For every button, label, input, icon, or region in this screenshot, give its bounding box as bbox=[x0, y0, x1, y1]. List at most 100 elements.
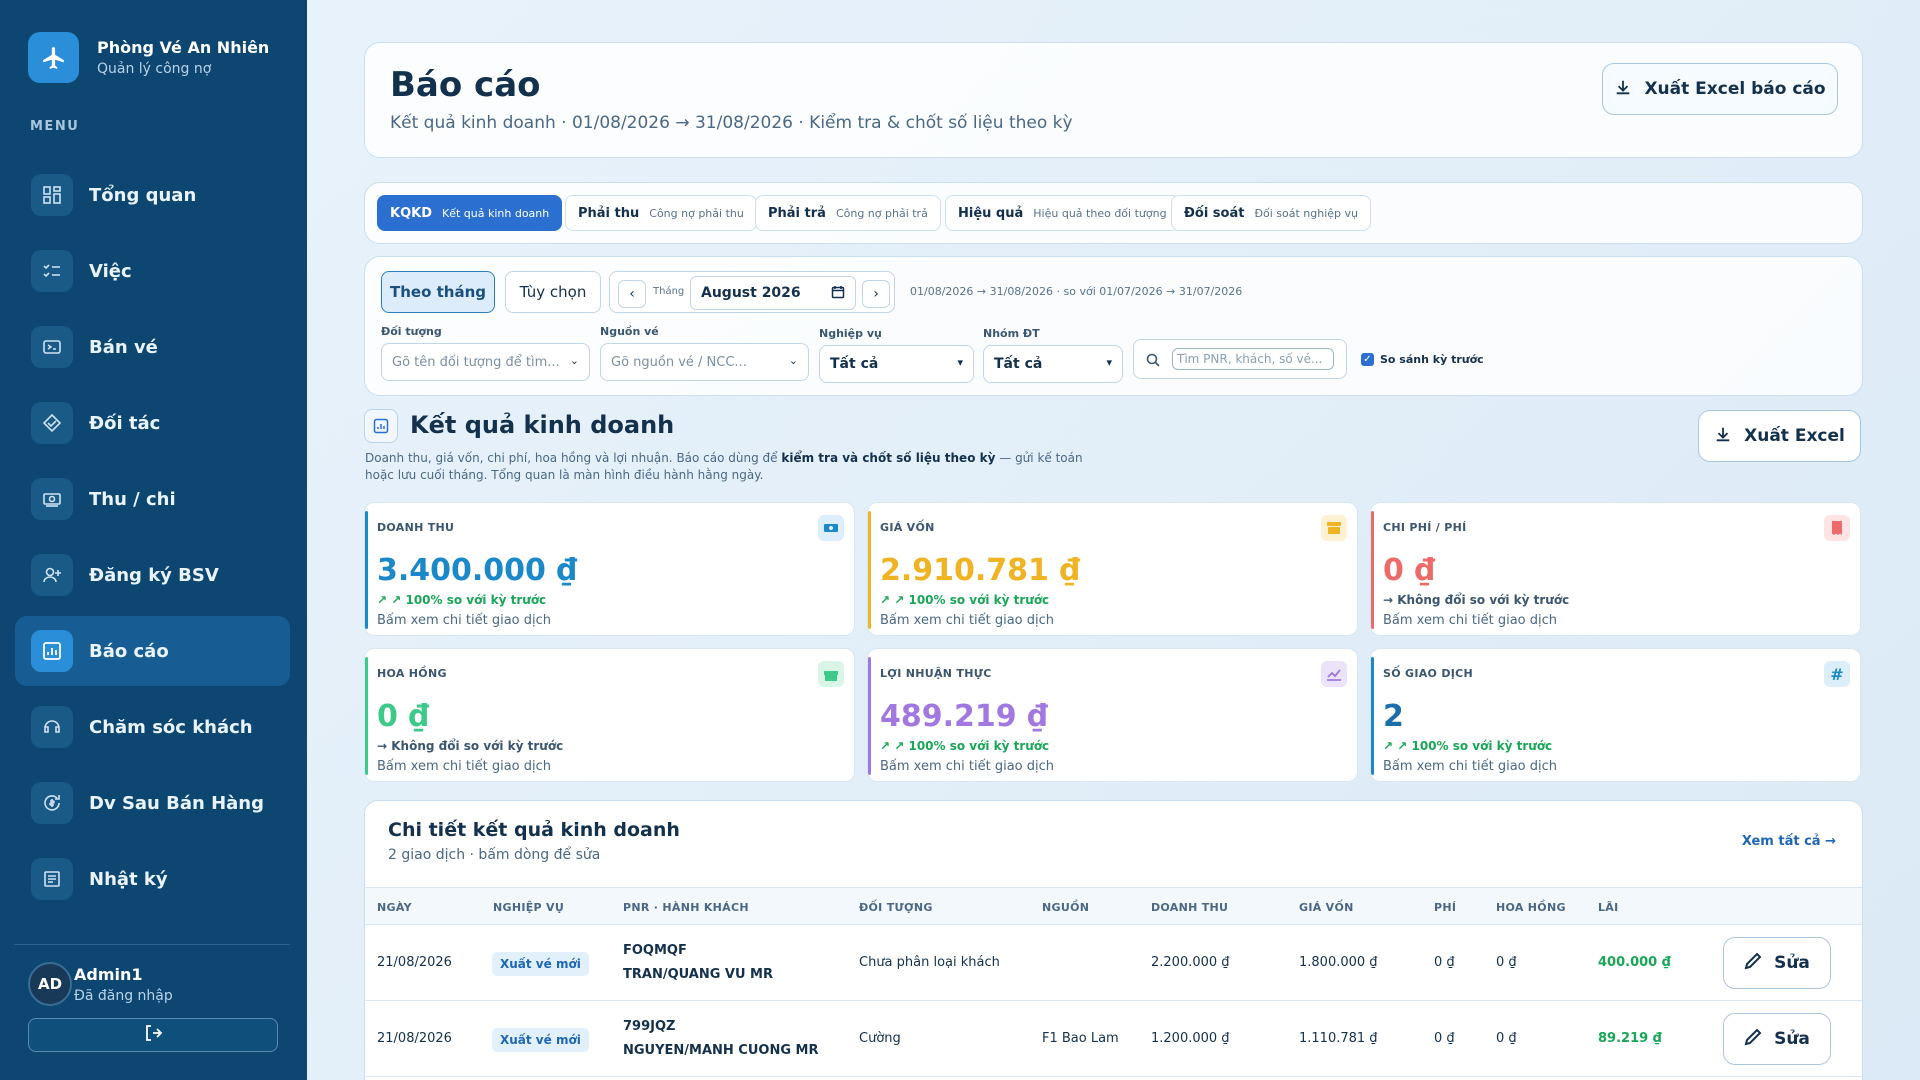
kpi-accent bbox=[365, 657, 368, 775]
plane-icon bbox=[28, 32, 79, 83]
sidebar-nav: Tổng quan Việc Bán vé Đối tác Thu / chi … bbox=[15, 160, 290, 920]
calendar-icon bbox=[831, 285, 845, 303]
search-icon bbox=[1146, 352, 1160, 371]
column-header: NGUỒN bbox=[1042, 901, 1090, 914]
nguon-ve-label: Nguồn vé bbox=[600, 325, 659, 338]
tab-hieu-qua[interactable]: Hiệu quả Hiệu quả theo đối tượng bbox=[945, 195, 1180, 231]
pencil-icon bbox=[1744, 952, 1762, 975]
nhom-dt-select[interactable]: Tất cả ▾ bbox=[983, 345, 1123, 383]
tab-doi-soat[interactable]: Đối soát Đối soát nghiệp vụ bbox=[1171, 195, 1371, 231]
doi-tuong-placeholder: Gõ tên đối tượng để tìm... bbox=[392, 354, 560, 370]
kpi-card-gia-von[interactable]: GIÁ VỐN 2.910.781 ₫ ↗ ↗ 100% so với kỳ t… bbox=[867, 502, 1358, 636]
gift-icon bbox=[818, 661, 844, 687]
sidebar-item-tong-quan[interactable]: Tổng quan bbox=[15, 160, 290, 230]
cell-cost: 1.110.781 ₫ bbox=[1299, 1031, 1378, 1046]
prev-month-button[interactable]: ‹ bbox=[618, 280, 646, 308]
sidebar-item-thu-chi[interactable]: Thu / chi bbox=[15, 464, 290, 534]
column-header: PNR · HÀNH KHÁCH bbox=[623, 901, 749, 914]
column-header: LÃI bbox=[1598, 901, 1619, 914]
sidebar-item-label: Báo cáo bbox=[89, 640, 169, 662]
doi-tuong-label: Đối tượng bbox=[381, 325, 442, 338]
user-add-icon bbox=[31, 554, 73, 596]
kpi-card-chi-phi[interactable]: CHI PHÍ / PHÍ 0 ₫ → Không đổi so với kỳ … bbox=[1370, 502, 1861, 636]
kpi-trend: → Không đổi so với kỳ trước bbox=[377, 739, 564, 753]
page-subtitle: Kết quả kinh doanh · 01/08/2026 → 31/08/… bbox=[390, 113, 1073, 133]
sidebar-item-cham-soc-khach[interactable]: Chăm sóc khách bbox=[15, 692, 290, 762]
logout-button[interactable] bbox=[28, 1018, 278, 1052]
date-range-text: 01/08/2026 → 31/08/2026 · so với 01/07/2… bbox=[910, 285, 1243, 298]
kpi-value: 0 ₫ bbox=[1383, 553, 1436, 588]
compare-checkbox[interactable]: ✓ bbox=[1361, 353, 1374, 366]
mode-month-button[interactable]: Theo tháng bbox=[381, 271, 495, 313]
sidebar-item-dang-ky-bsv[interactable]: Đăng ký BSV bbox=[15, 540, 290, 610]
cell-passenger: NGUYEN/MANH CUONG MR bbox=[623, 1043, 819, 1058]
kpi-accent bbox=[868, 511, 871, 629]
tab-desc: Công nợ phải thu bbox=[649, 206, 744, 220]
cell-commission: 0 ₫ bbox=[1496, 1031, 1517, 1046]
sidebar-item-label: Tổng quan bbox=[89, 184, 197, 206]
tab-phai-tra[interactable]: Phải trả Công nợ phải trả bbox=[755, 195, 941, 231]
tab-desc: Đối soát nghiệp vụ bbox=[1254, 206, 1358, 220]
search-input[interactable]: Tìm PNR, khách, số vé... bbox=[1172, 348, 1334, 370]
nhom-dt-label: Nhóm ĐT bbox=[983, 327, 1040, 340]
next-month-button[interactable]: › bbox=[862, 280, 890, 308]
kpi-card-hoa-hong[interactable]: HOA HỒNG 0 ₫ → Không đổi so với kỳ trước… bbox=[364, 648, 855, 782]
month-input[interactable]: August 2026 bbox=[690, 276, 856, 310]
sidebar-item-label: Đối tác bbox=[89, 412, 161, 434]
edit-button[interactable]: Sửa bbox=[1723, 937, 1831, 989]
tab-phai-thu[interactable]: Phải thu Công nợ phải thu bbox=[565, 195, 757, 231]
sidebar-item-ban-ve[interactable]: Bán vé bbox=[15, 312, 290, 382]
handshake-icon bbox=[31, 402, 73, 444]
doi-tuong-input[interactable]: Gõ tên đối tượng để tìm... ⌄ bbox=[381, 343, 590, 381]
cell-passenger: TRAN/QUANG VU MR bbox=[623, 967, 774, 982]
ticket-icon bbox=[31, 326, 73, 368]
sidebar: Phòng Vé An Nhiên Quản lý công nợ MENU T… bbox=[0, 0, 307, 1080]
kpi-card-so-giao-dich[interactable]: SỐ GIAO DỊCH # 2 ↗ ↗ 100% so với kỳ trướ… bbox=[1370, 648, 1861, 782]
sidebar-item-viec[interactable]: Việc bbox=[15, 236, 290, 306]
cell-source: F1 Bao Lam bbox=[1042, 1031, 1119, 1046]
chart-icon bbox=[1321, 661, 1347, 687]
kpi-card-loi-nhuan[interactable]: LỢI NHUẬN THỰC 489.219 ₫ ↗ ↗ 100% so với… bbox=[867, 648, 1358, 782]
cell-date: 21/08/2026 bbox=[377, 955, 452, 970]
kpi-value: 3.400.000 ₫ bbox=[377, 553, 578, 588]
report-tabs: KQKD Kết quả kinh doanh Phải thu Công nợ… bbox=[364, 182, 1863, 244]
kpi-value: 0 ₫ bbox=[377, 699, 430, 734]
sidebar-item-label: Dv Sau Bán Hàng bbox=[89, 792, 264, 814]
nghiep-vu-select[interactable]: Tất cả ▾ bbox=[819, 345, 974, 383]
table-row[interactable]: 21/08/2026 Xuất vé mới FOQMQF TRAN/QUANG… bbox=[365, 925, 1862, 1001]
kpi-link: Bấm xem chi tiết giao dịch bbox=[377, 759, 552, 774]
export-report-button[interactable]: Xuất Excel báo cáo bbox=[1602, 63, 1838, 115]
brand: Phòng Vé An Nhiên Quản lý công nợ bbox=[28, 32, 269, 83]
view-all-link[interactable]: Xem tất cả → bbox=[1741, 834, 1836, 849]
dashboard-icon bbox=[31, 174, 73, 216]
sidebar-item-doi-tac[interactable]: Đối tác bbox=[15, 388, 290, 458]
sidebar-item-nhat-ky[interactable]: Nhật ký bbox=[15, 844, 290, 914]
sidebar-item-bao-cao[interactable]: Báo cáo bbox=[15, 616, 290, 686]
cash-icon bbox=[31, 478, 73, 520]
mode-custom-button[interactable]: Tùy chọn bbox=[505, 271, 601, 313]
edit-button[interactable]: Sửa bbox=[1723, 1013, 1831, 1065]
kpi-trend: ↗ ↗ 100% so với kỳ trước bbox=[880, 593, 1050, 607]
column-header: GIÁ VỐN bbox=[1299, 901, 1354, 914]
cell-profit: 400.000 ₫ bbox=[1598, 955, 1671, 970]
tab-kqkd[interactable]: KQKD Kết quả kinh doanh bbox=[377, 195, 563, 231]
export-excel-button[interactable]: Xuất Excel bbox=[1698, 410, 1861, 462]
compare-toggle[interactable]: ✓ So sánh kỳ trước bbox=[1361, 353, 1484, 366]
sidebar-item-dv-sau-ban-hang[interactable]: Dv Sau Bán Hàng bbox=[15, 768, 290, 838]
tab-desc: Hiệu quả theo đối tượng bbox=[1033, 206, 1167, 220]
tab-label: Hiệu quả bbox=[958, 205, 1024, 221]
edit-label: Sửa bbox=[1774, 953, 1810, 973]
kpi-card-doanh-thu[interactable]: DOANH THU 3.400.000 ₫ ↗ ↗ 100% so với kỳ… bbox=[364, 502, 855, 636]
receipt-icon bbox=[1824, 515, 1850, 541]
table-header: NGÀY NGHIỆP VỤ PNR · HÀNH KHÁCH ĐỐI TƯỢN… bbox=[365, 887, 1862, 925]
nguon-ve-input[interactable]: Gõ nguồn vé / NCC... ⌄ bbox=[600, 343, 809, 381]
table-title: Chi tiết kết quả kinh doanh bbox=[388, 819, 680, 841]
tab-label: Đối soát bbox=[1184, 205, 1245, 221]
cell-revenue: 2.200.000 ₫ bbox=[1151, 955, 1230, 970]
table-row[interactable]: 21/08/2026 Xuất vé mới 799JQZ NGUYEN/MAN… bbox=[365, 1001, 1862, 1077]
filter-panel: Theo tháng Tùy chọn ‹ Tháng August 2026 … bbox=[364, 256, 1863, 396]
column-header: PHÍ bbox=[1434, 901, 1457, 914]
nghiep-vu-label: Nghiệp vụ bbox=[819, 327, 882, 340]
type-badge: Xuất vé mới bbox=[492, 952, 589, 976]
user-status: Đã đăng nhập bbox=[74, 987, 173, 1004]
